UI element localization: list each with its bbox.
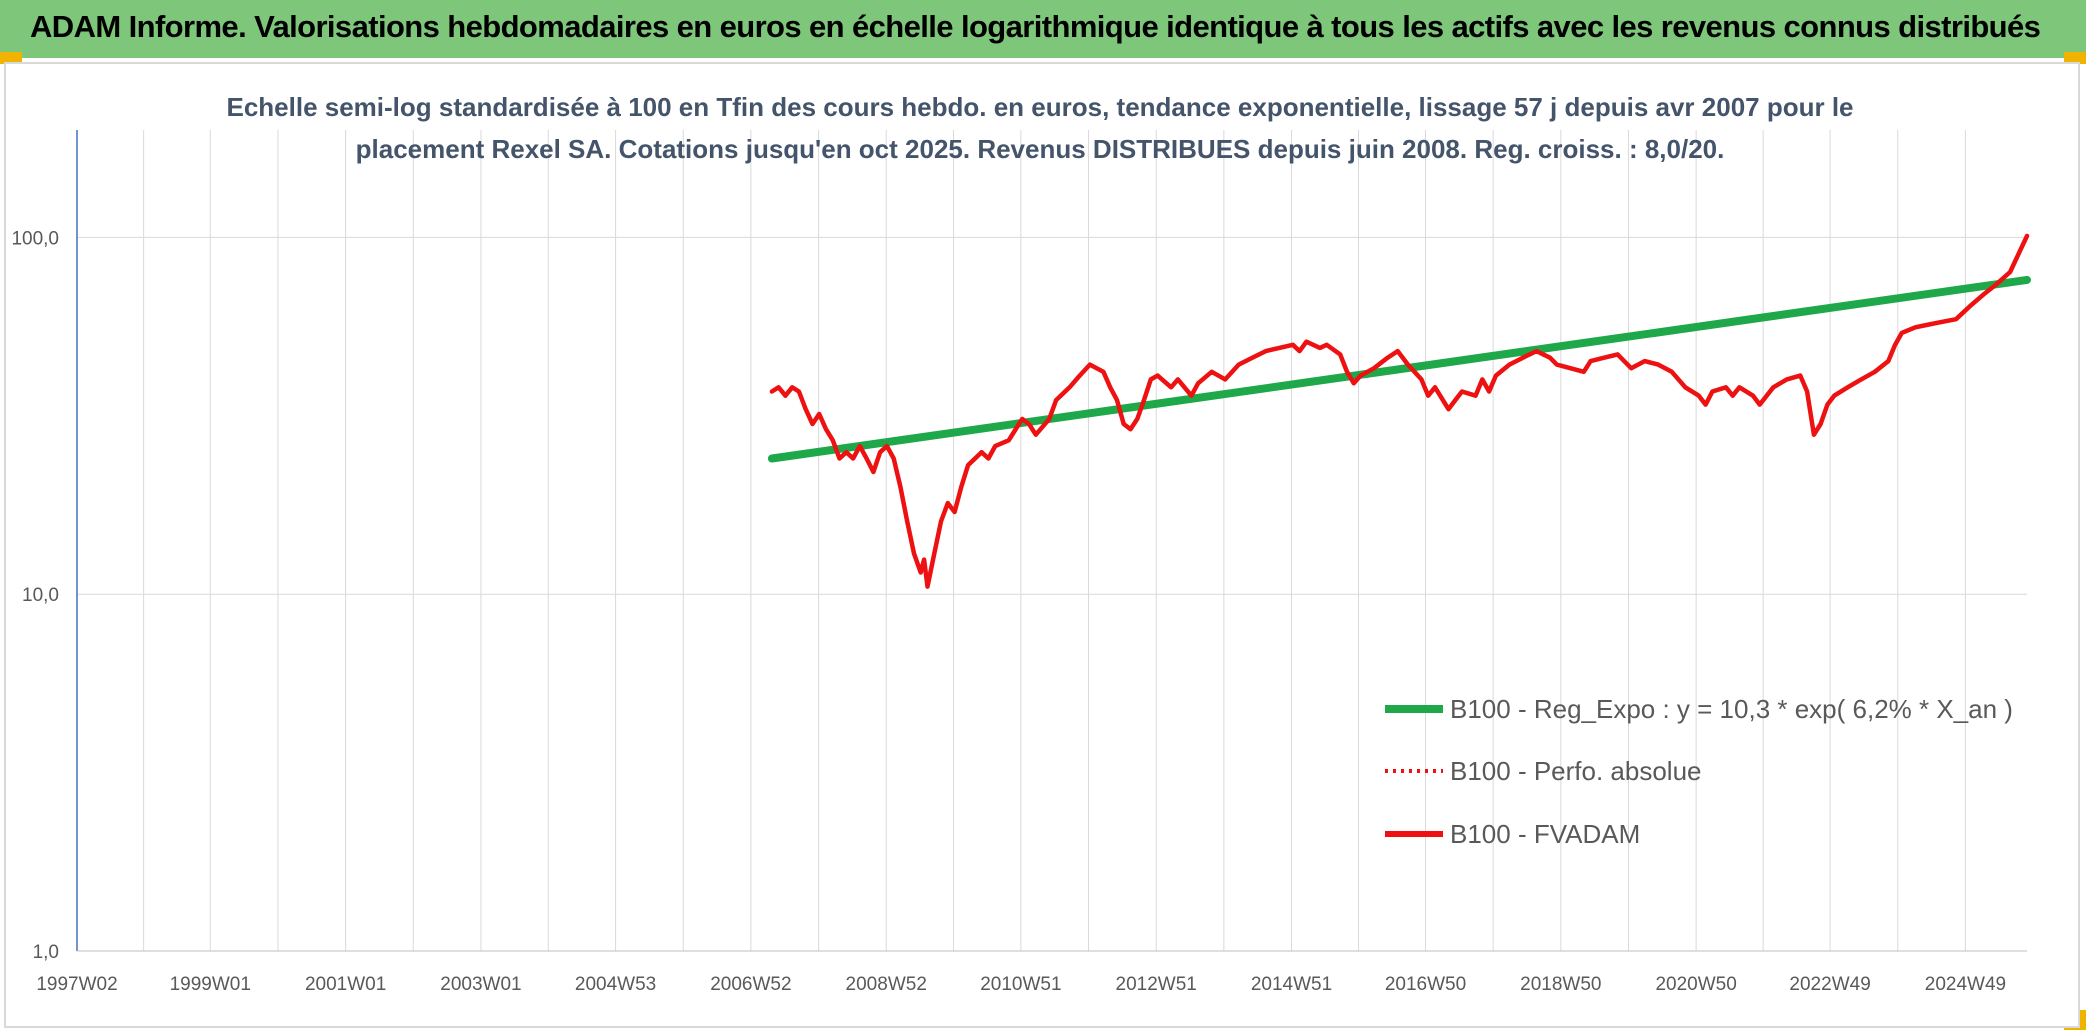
series-line-0 — [767, 275, 2031, 463]
y-tick-label: 10,0 — [22, 585, 59, 606]
x-tick-label: 2018W50 — [1520, 974, 1601, 995]
x-tick-label: 2003W01 — [440, 974, 521, 995]
corner-marker-top-left — [0, 52, 22, 64]
legend-label-1: B100 - Perfo. absolue — [1450, 756, 1702, 786]
x-tick-label: 2012W51 — [1116, 974, 1197, 995]
chart-frame — [4, 62, 2080, 1028]
y-tick-label: 100,0 — [11, 228, 59, 249]
header-banner: ADAM Informe. Valorisations hebdomadaire… — [0, 0, 2086, 58]
x-tick-label: 2004W53 — [575, 974, 656, 995]
x-tick-label: 2022W49 — [1789, 974, 1870, 995]
x-tick-label: 1997W02 — [36, 974, 117, 995]
series-line-2 — [769, 233, 2030, 589]
x-tick-label: 2001W01 — [305, 974, 386, 995]
chart-title-line-2: placement Rexel SA. Cotations jusqu'en o… — [356, 134, 1725, 164]
x-tick-label: 1999W01 — [170, 974, 251, 995]
x-tick-label: 2020W50 — [1655, 974, 1736, 995]
legend: B100 - Reg_Expo : y = 10,3 * exp( 6,2% *… — [1385, 694, 2013, 849]
x-tick-label: 2010W51 — [980, 974, 1061, 995]
x-tick-label: 2006W52 — [710, 974, 791, 995]
chart-title-line-1: Echelle semi-log standardisée à 100 en T… — [226, 92, 1853, 122]
legend-label-2: B100 - FVADAM — [1450, 819, 1640, 849]
x-tick-label: 2008W52 — [846, 974, 927, 995]
x-tick-label: 2016W50 — [1385, 974, 1466, 995]
legend-label-0: B100 - Reg_Expo : y = 10,3 * exp( 6,2% *… — [1450, 694, 2013, 724]
grid-layer — [76, 130, 2027, 952]
series-layer — [767, 233, 2031, 589]
page-title: ADAM Informe. Valorisations hebdomadaire… — [30, 9, 2041, 44]
x-tick-label: 2024W49 — [1925, 974, 2006, 995]
x-tick-label: 2014W51 — [1251, 974, 1332, 995]
corner-marker-top-right — [2064, 52, 2086, 64]
axis-layer: 1,0 10,0 100,0 1997W02 1999W01 2001W01 2003W01… — [11, 130, 2027, 995]
y-tick-label: 1,0 — [33, 942, 59, 963]
